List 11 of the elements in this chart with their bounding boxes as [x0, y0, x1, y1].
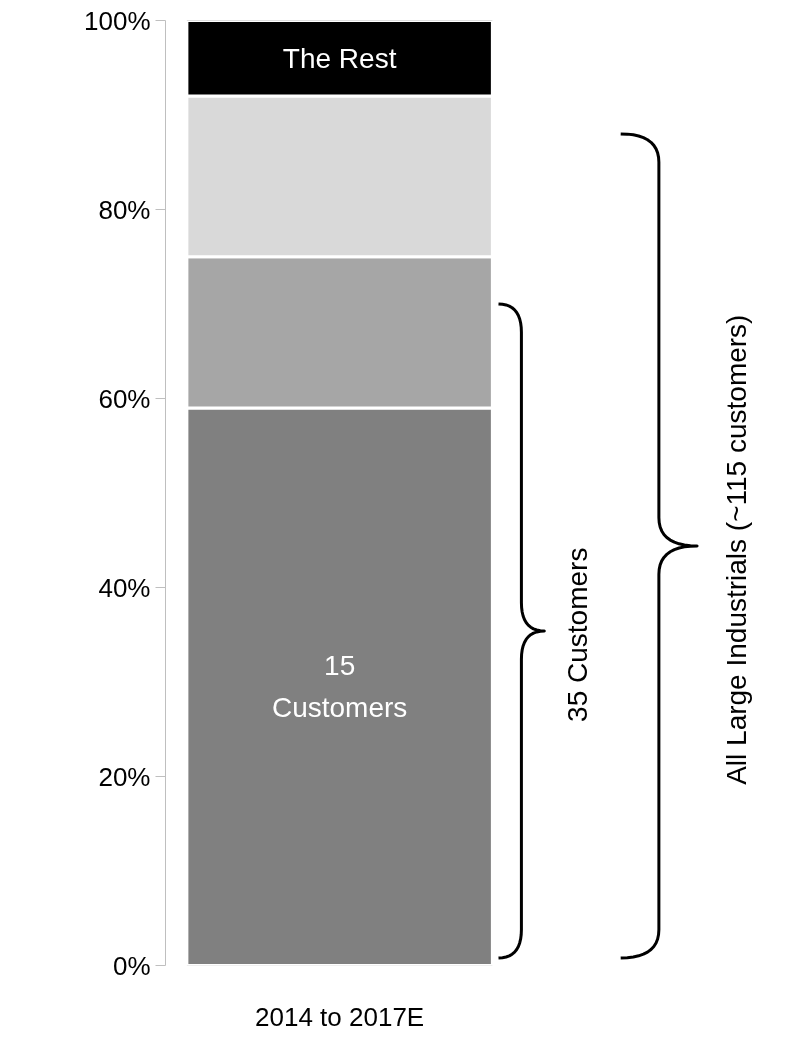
x-tick-label: 2014 to 2017E — [255, 1001, 425, 1032]
y-tick-label: 40% — [98, 572, 151, 603]
y-tick-label: 80% — [98, 194, 151, 225]
y-tick-label: 20% — [98, 761, 151, 792]
y-tick-label: 100% — [84, 5, 151, 36]
y-tick-label: 0% — [112, 950, 151, 981]
text: All Large Industrials (~115 customers) — [721, 314, 753, 785]
series-label: 15 Customers — [271, 650, 408, 724]
text: 35 Customers — [562, 547, 594, 722]
series-label: The Rest — [282, 42, 397, 74]
y-tick-label: 60% — [98, 383, 151, 414]
